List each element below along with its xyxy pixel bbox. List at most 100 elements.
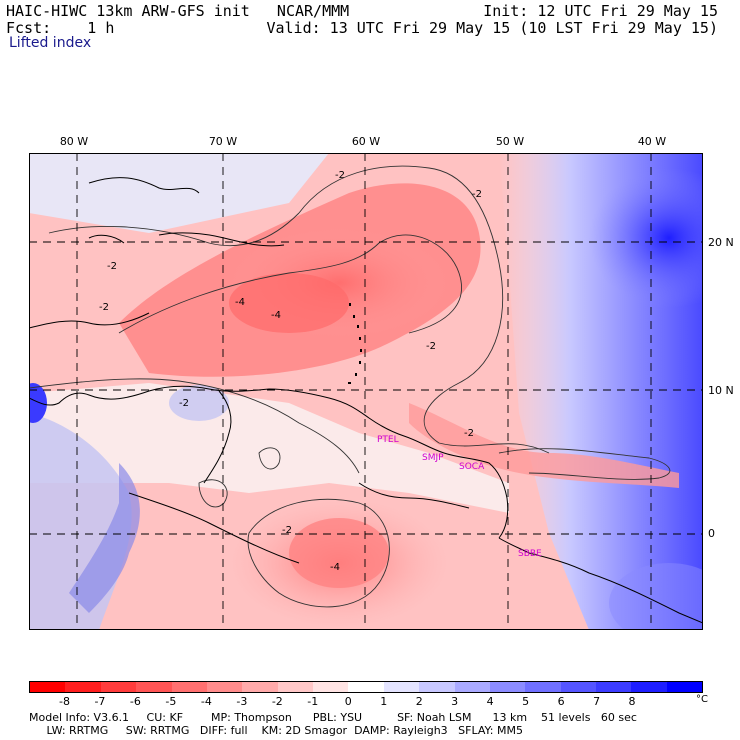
cuba-coast (88, 177, 200, 194)
colorbar-segment (383, 682, 420, 692)
colorbar-tick-label: 0 (344, 695, 352, 708)
init-time: Init: 12 UTC Fri 29 May 15 (483, 2, 718, 20)
contour-label: -2 (99, 302, 109, 313)
field-deep-blue (589, 168, 703, 308)
colorbar-tick-label: 3 (451, 695, 459, 708)
colorbar-tick-label: -5 (165, 695, 177, 708)
field-panama-blue (29, 383, 47, 423)
coastlines (29, 177, 703, 624)
colorbar-segment (171, 682, 207, 692)
colorbar-segment (100, 682, 137, 692)
field-brazil-core (289, 518, 389, 588)
colorbar-tick-label: 5 (522, 695, 530, 708)
field-atlantic-band (409, 403, 679, 488)
contour-line (29, 378, 360, 474)
south-america-coast (29, 385, 509, 539)
colorbar-segment (666, 682, 703, 692)
jamaica-coast (88, 234, 125, 244)
contour-line (198, 479, 228, 508)
field-andes-core (69, 463, 140, 613)
border (128, 492, 300, 564)
contour-label: -2 (335, 170, 345, 181)
lat-label: 20 N (708, 236, 734, 249)
contour-line (48, 212, 300, 247)
hispaniola-coast (158, 232, 285, 247)
contour-label: -4 (271, 310, 281, 321)
lifted-index-map: -2 -2 -2 -2 -4 -4 -2 -2 -2 -2 -4 PTEL SM… (29, 153, 703, 630)
colorbar-tick-label: 2 (415, 695, 423, 708)
field-nw-pale (29, 153, 329, 233)
colorbar-segment (454, 682, 490, 692)
colorbar-tick-label: 8 (628, 695, 636, 708)
colorbar-segment (242, 682, 278, 692)
station-label: PTEL (377, 435, 399, 445)
islands (348, 303, 362, 384)
colorbar-ticks: -8 -7 -6 -5 -4 -3 -2 -1 0 1 2 3 4 5 6 7 8 (29, 695, 703, 709)
contour-label: -2 (282, 525, 292, 536)
venezuela-border (203, 390, 232, 484)
lon-label: 80 W (59, 135, 89, 148)
field-venezuela-blue (169, 385, 229, 421)
colorbar-tick-label: -3 (236, 695, 248, 708)
colorbar-segment (348, 682, 384, 692)
lat-label: 10 N (708, 384, 734, 397)
colorbar-tick-label: -8 (58, 695, 70, 708)
contour-label: -4 (330, 562, 340, 573)
colorbar-segment (277, 682, 313, 692)
station-label: SMJP (422, 453, 444, 463)
colorbar-segment (313, 682, 349, 692)
field-core-inner (229, 273, 349, 333)
contour-label: -2 (426, 341, 436, 352)
colorbar-unit: °C (696, 694, 708, 705)
contour-label: -2 (107, 261, 117, 272)
forecast-hour: Fcst: 1 h (6, 19, 115, 37)
station-label: SBBE (518, 549, 542, 559)
contour-line (258, 447, 281, 470)
lon-label: 50 W (495, 135, 525, 148)
brazil-coast (498, 537, 703, 624)
colorbar-segment (136, 682, 172, 692)
graticule (29, 153, 703, 630)
colorbar-tick-label: -4 (200, 695, 212, 708)
colorbar-tick-label: -7 (94, 695, 106, 708)
station-label: SOCA (459, 462, 485, 472)
field-name: Lifted index (9, 35, 92, 51)
colorbar-tick-label: -6 (129, 695, 141, 708)
header-title: HAIC-HIWC 13km ARW-GFS init NCAR/MMM (6, 2, 350, 20)
colorbar-tick-label: -1 (307, 695, 319, 708)
contour-line (298, 165, 550, 454)
contour-line (118, 234, 462, 334)
contour-label: -2 (472, 189, 482, 200)
colorbar-segment (596, 682, 632, 692)
lon-label: 70 W (208, 135, 238, 148)
contour-label: -2 (464, 428, 474, 439)
colorbar-segment (525, 682, 561, 692)
contour-label: -2 (179, 398, 189, 409)
colorbar-tick-label: 1 (380, 695, 388, 708)
colorbar-segment (30, 682, 66, 692)
contour-line (498, 448, 671, 480)
colorbar (29, 681, 703, 693)
colorbar-segment (65, 682, 101, 692)
lat-label: 0 (708, 527, 715, 540)
colorbar-segment (560, 682, 596, 692)
lon-label: 40 W (637, 135, 667, 148)
colorbar-segment (489, 682, 526, 692)
contour-lines (29, 165, 671, 608)
central-america-coast (29, 312, 150, 329)
contour-line (247, 498, 390, 608)
model-info-line1: Model Info: V3.6.1 CU: KF MP: Thompson P… (29, 711, 637, 724)
border (358, 482, 470, 509)
colorbar-segment (419, 682, 455, 692)
map-frame (29, 153, 703, 630)
model-info-line2: LW: RRTMG SW: RRTMG DIFF: full KM: 2D Sm… (29, 724, 523, 737)
colorbar-tick-label: 7 (593, 695, 601, 708)
colorbar-tick-label: 4 (486, 695, 494, 708)
colorbar-segment (206, 682, 243, 692)
valid-time: Valid: 13 UTC Fri 29 May 15 (10 LST Fri … (266, 19, 718, 37)
colorbar-segment (631, 682, 667, 692)
colorbar-tick-label: 6 (557, 695, 565, 708)
colorbar-tick-label: -2 (271, 695, 283, 708)
lon-label: 60 W (351, 135, 381, 148)
contour-label: -4 (235, 297, 245, 308)
